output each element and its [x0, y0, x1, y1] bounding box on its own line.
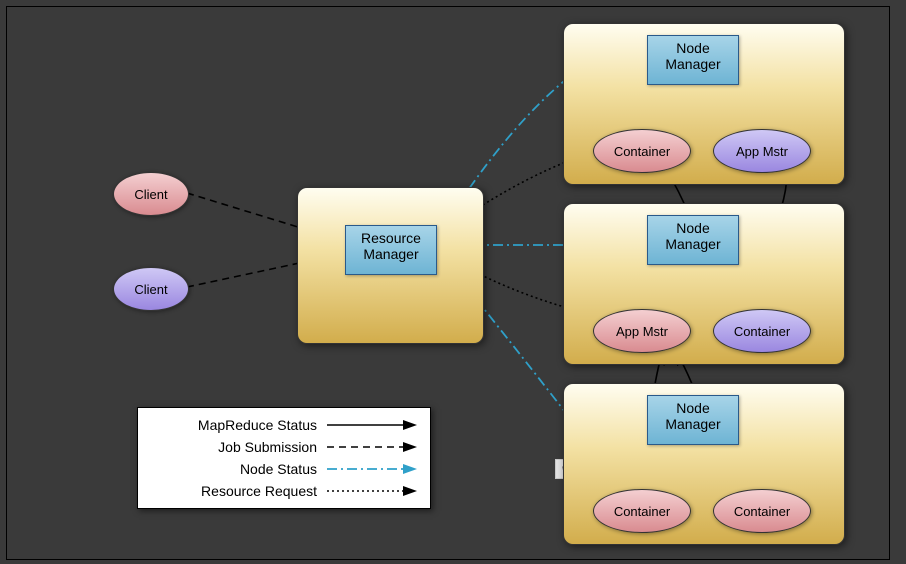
- legend-row-resreq: Resource Request: [148, 480, 420, 502]
- legend-row-mrstat: MapReduce Status: [148, 414, 420, 436]
- legend-label: Node Status: [162, 461, 317, 477]
- legend-row-nodestat: Node Status: [148, 458, 420, 480]
- legend-line-icon: [325, 417, 420, 433]
- legend-label: Job Submission: [162, 439, 317, 455]
- ellipse-nm3_c2: Container: [713, 489, 811, 533]
- ellipse-client2: Client: [113, 267, 189, 311]
- legend: MapReduce Status Job Submission Node Statu…: [137, 407, 431, 509]
- box-nm3_box: NodeManager: [647, 395, 739, 445]
- box-rm_box: ResourceManager: [345, 225, 437, 275]
- legend-line-icon: [325, 483, 420, 499]
- ellipse-nm3_c1: Container: [593, 489, 691, 533]
- diagram-canvas: MapReduce Status Job Submission Node Statu…: [6, 6, 890, 560]
- ellipse-nm2_app: App Mstr: [593, 309, 691, 353]
- ellipse-nm1_app: App Mstr: [713, 129, 811, 173]
- ellipse-nm1_cont: Container: [593, 129, 691, 173]
- legend-line-icon: [325, 439, 420, 455]
- box-nm2_box: NodeManager: [647, 215, 739, 265]
- ellipse-client1: Client: [113, 172, 189, 216]
- legend-row-jobsub: Job Submission: [148, 436, 420, 458]
- legend-label: Resource Request: [162, 483, 317, 499]
- box-nm1_box: NodeManager: [647, 35, 739, 85]
- legend-label: MapReduce Status: [162, 417, 317, 433]
- legend-line-icon: [325, 461, 420, 477]
- ellipse-nm2_cont: Container: [713, 309, 811, 353]
